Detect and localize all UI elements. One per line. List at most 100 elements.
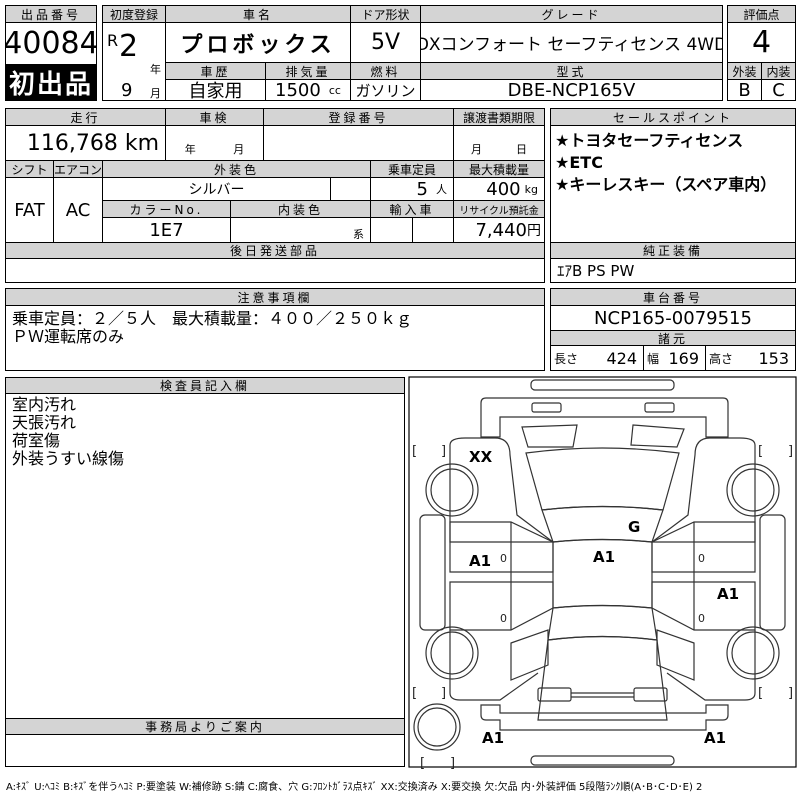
color: シルバー — [102, 177, 331, 201]
interior-color-label: 内装色 — [230, 200, 371, 218]
mileage-label: 走行 — [5, 108, 166, 126]
damage-mark: XX — [469, 448, 493, 466]
reg-number — [263, 125, 454, 161]
windshield-shape — [541, 505, 664, 543]
exterior-label: 外装 — [727, 62, 762, 80]
transfer-day-unit: 日 — [516, 143, 527, 156]
interior-color-unit: 系 — [230, 217, 371, 243]
transfer-cell: 月日 — [453, 125, 545, 161]
sales-point-item: ★キーレスキー（スペア車内） — [555, 175, 777, 194]
width: 169 — [668, 348, 699, 368]
recycle-fee: 7,440 — [475, 219, 527, 241]
model-code: DBE-NCP165V — [420, 79, 723, 101]
front-bumper-shape — [530, 379, 675, 391]
left-side-step — [419, 514, 446, 631]
grade-label: グレード — [420, 5, 723, 23]
svg-text:]: ] — [788, 444, 793, 459]
era: R — [107, 31, 119, 50]
sales-point-item: ★ETC — [555, 153, 603, 172]
interior-label: 内装 — [761, 62, 796, 80]
hood-shape — [525, 447, 680, 511]
load-cell: 400 kg — [453, 177, 545, 201]
height: 153 — [758, 348, 789, 368]
history-label: 車歴 — [165, 62, 266, 80]
inspection-label: 車検 — [165, 108, 264, 126]
spare-wheel-icon — [413, 703, 461, 751]
damage-mark: A1 — [717, 585, 739, 603]
reg-month: 9 — [121, 80, 133, 101]
ac-label: エアコン — [53, 160, 103, 178]
inspector-label: 検査員記入欄 — [5, 377, 405, 394]
damage-mark: A1 — [482, 729, 504, 747]
svg-text:0: 0 — [500, 552, 507, 565]
grade: DXコンフォート セーフティセンス 4WD — [420, 22, 723, 63]
reg-year: 2 — [119, 29, 139, 64]
car-damage-diagram: [] [] [] [] [] 0 0 0 0 XX G A1 A1 A1 A1 A1 — [408, 376, 797, 770]
shift: FAT — [5, 177, 54, 243]
damage-mark: A1 — [593, 548, 615, 566]
chassis-label: 車台番号 — [550, 288, 796, 306]
right-side-step — [759, 514, 786, 631]
cautions-label: 注意事項欄 — [5, 288, 545, 306]
color-no-label: カラーNo. — [102, 200, 231, 218]
rear-window-shape — [547, 604, 658, 641]
width-cell: 幅 169 — [643, 345, 706, 371]
capacity-unit: 人 — [436, 183, 447, 196]
length-label: 長さ — [554, 351, 579, 366]
month-unit: 月 — [150, 87, 161, 100]
wheel-icon — [726, 463, 780, 517]
car-name: プロボックス — [165, 22, 351, 63]
damage-mark: G — [628, 518, 640, 536]
first-reg-cell: R 2 年 9 月 — [102, 22, 166, 101]
headlight-shape — [521, 424, 685, 448]
car-name-label: 車名 — [165, 5, 351, 23]
tailgate-shape — [537, 635, 668, 721]
svg-text:]: ] — [441, 686, 446, 701]
lot-number-label: 出品番号 — [5, 5, 97, 23]
svg-text:[: [ — [420, 756, 425, 770]
quarter-windows — [510, 629, 695, 681]
wheel-icon — [425, 463, 479, 517]
color-no: 1E7 — [102, 217, 231, 243]
right-front-fender — [650, 437, 756, 543]
load-unit: kg — [524, 182, 538, 196]
length: 424 — [606, 348, 637, 368]
recycle-cell: 7,440 円 — [453, 217, 545, 243]
displacement-cell: 1500 cc — [265, 79, 351, 101]
svg-text:]: ] — [788, 686, 793, 701]
svg-text:]: ] — [441, 444, 446, 459]
lot-number: 40084 — [5, 22, 97, 65]
model-label: 型式 — [420, 62, 723, 80]
width-label: 幅 — [647, 351, 660, 366]
office-label: 事務局よりご案内 — [5, 718, 405, 735]
svg-text:0: 0 — [500, 612, 507, 625]
office-notes — [5, 734, 405, 767]
color-extra — [330, 177, 371, 201]
history: 自家用 — [165, 79, 266, 101]
left-front-fender — [449, 437, 555, 543]
inspection-year-unit: 年 — [184, 143, 196, 156]
exterior-grade: B — [727, 79, 762, 101]
displacement-label: 排気量 — [265, 62, 351, 80]
score-label: 評価点 — [727, 5, 796, 23]
score: 4 — [727, 22, 796, 63]
capacity-label: 乗車定員 — [370, 160, 454, 178]
svg-text:0: 0 — [698, 612, 705, 625]
chassis-number: NCP165-0079515 — [550, 305, 796, 331]
ac: AC — [53, 177, 103, 243]
load: 400 — [486, 178, 521, 200]
right-doors — [651, 521, 756, 631]
import-label: 輸入車 — [370, 200, 454, 218]
transfer-month-unit: 月 — [471, 143, 482, 156]
damage-legend: A:ｷｽﾞ U:ﾍｺﾐ B:ｷｽﾞを伴うﾍｺﾐ P:要塗装 W:補修跡 S:錆 … — [6, 782, 703, 793]
diagram-frame — [408, 376, 797, 768]
color-label: 外装色 — [102, 160, 371, 178]
load-label: 最大積載量 — [453, 160, 545, 178]
sales-points-label: セールスポイント — [550, 108, 796, 126]
door-label: ドア形状 — [350, 5, 421, 23]
height-cell: 高さ 153 — [705, 345, 796, 371]
door-type: 5V — [350, 22, 421, 63]
spec-label: 諸元 — [550, 330, 796, 346]
sales-point-item: ★トヨタセーフティセンス — [555, 131, 744, 150]
